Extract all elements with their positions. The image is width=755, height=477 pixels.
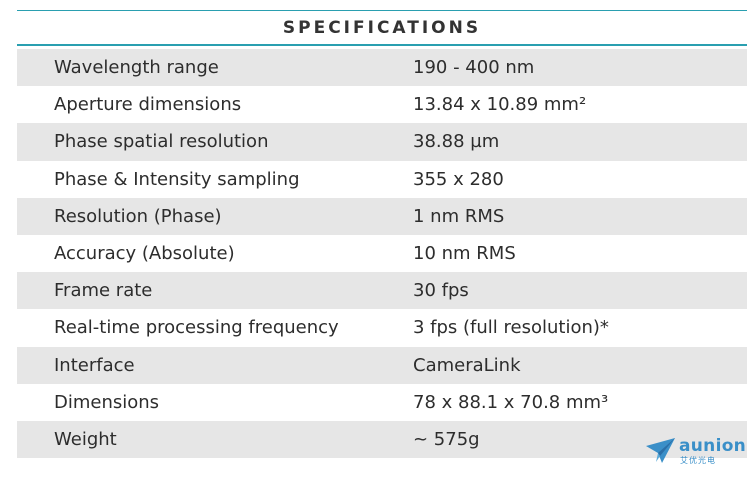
spec-row: Accuracy (Absolute) 10 nm RMS	[17, 235, 747, 272]
spec-label: Accuracy (Absolute)	[54, 243, 235, 265]
logo-brand-text: aunion	[679, 436, 747, 456]
spec-value: ~ 575g	[413, 428, 480, 450]
spec-value: CameraLink	[413, 354, 521, 376]
spec-value: 13.84 x 10.89 mm²	[413, 94, 587, 116]
spec-value: 78 x 88.1 x 70.8 mm³	[413, 391, 609, 413]
spec-row: Frame rate 30 fps	[17, 272, 747, 310]
spec-row: Interface CameraLink	[17, 346, 747, 384]
specifications-table: SPECIFICATIONS Wavelength range 190 - 40…	[17, 10, 747, 459]
paper-plane-icon	[646, 438, 675, 463]
spec-value: 190 - 400 nm	[413, 57, 535, 79]
spec-label: Interface	[54, 354, 135, 376]
spec-row: Phase & Intensity sampling 355 x 280	[17, 161, 747, 198]
spec-value: 10 nm RMS	[413, 243, 516, 265]
spec-label: Dimensions	[54, 391, 160, 413]
spec-rows: Wavelength range 190 - 400 nm Aperture d…	[17, 49, 747, 459]
spec-label: Frame rate	[54, 280, 153, 302]
spec-label: Phase & Intensity sampling	[54, 168, 300, 190]
spec-value: 355 x 280	[413, 168, 504, 190]
specifications-title: SPECIFICATIONS	[282, 17, 482, 38]
spec-row: Resolution (Phase) 1 nm RMS	[17, 197, 747, 235]
spec-label: Wavelength range	[54, 57, 219, 79]
spec-row: Aperture dimensions 13.84 x 10.89 mm²	[17, 86, 747, 123]
spec-label: Phase spatial resolution	[54, 131, 269, 153]
spec-row: Real-time processing frequency 3 fps (fu…	[17, 309, 747, 346]
spec-value: 3 fps (full resolution)*	[413, 317, 609, 339]
spec-label: Aperture dimensions	[54, 94, 242, 116]
spec-label: Real-time processing frequency	[54, 317, 339, 339]
spec-row: Dimensions 78 x 88.1 x 70.8 mm³	[17, 384, 747, 421]
spec-row: Phase spatial resolution 38.88 µm	[17, 123, 747, 161]
spec-value: 30 fps	[413, 280, 469, 302]
spec-value: 38.88 µm	[413, 131, 500, 153]
spec-value: 1 nm RMS	[413, 205, 505, 227]
specifications-header: SPECIFICATIONS	[17, 10, 747, 46]
spec-row: Weight ~ 575g	[17, 420, 747, 459]
spec-row: Wavelength range 190 - 400 nm	[17, 49, 747, 87]
aunion-watermark-logo: aunion 艾优光电	[646, 434, 748, 468]
spec-label: Weight	[54, 428, 117, 450]
logo-subtitle-text: 艾优光电	[680, 456, 716, 465]
spec-label: Resolution (Phase)	[54, 205, 222, 227]
